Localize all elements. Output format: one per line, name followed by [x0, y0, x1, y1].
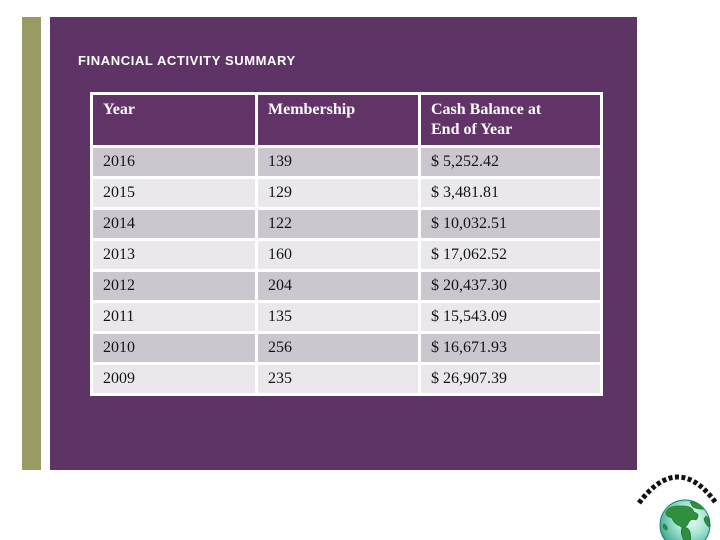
- page-title: FINANCIAL ACTIVITY SUMMARY: [78, 53, 296, 68]
- table-cell: 2015: [90, 176, 258, 210]
- logo-arc-text: [637, 474, 719, 505]
- table-row: 2012 204 $ 20,437.30: [90, 269, 603, 303]
- table-cell: $ 17,062.52: [418, 238, 603, 272]
- table-cell: 235: [255, 362, 421, 396]
- slide-panel: FINANCIAL ACTIVITY SUMMARY Year Membershi…: [50, 17, 637, 470]
- table-row: 2016 139 $ 5,252.42: [90, 145, 603, 179]
- table-cell: 256: [255, 331, 421, 365]
- table-row: 2011 135 $ 15,543.09: [90, 300, 603, 334]
- table-cell: $ 26,907.39: [418, 362, 603, 396]
- table-cell: 122: [255, 207, 421, 241]
- table-cell: 204: [255, 269, 421, 303]
- table-body: 2016 139 $ 5,252.42 2015 129 $ 3,481.81 2014 12…: [90, 145, 603, 396]
- table-cell: 139: [255, 145, 421, 179]
- table-cell: 135: [255, 300, 421, 334]
- table-cell: $ 10,032.51: [418, 207, 603, 241]
- table-cell: 2010: [90, 331, 258, 365]
- table-header-cell: Membership: [255, 92, 421, 148]
- table-cell: 2009: [90, 362, 258, 396]
- table-cell: 2013: [90, 238, 258, 272]
- table-cell: 2012: [90, 269, 258, 303]
- table-cell: $ 15,543.09: [418, 300, 603, 334]
- table-cell: 129: [255, 176, 421, 210]
- globe-logo: [637, 474, 719, 540]
- table-header: Year Membership Cash Balance at End of Yea…: [90, 92, 603, 148]
- table-cell: 160: [255, 238, 421, 272]
- table-row: 2009 235 $ 26,907.39: [90, 362, 603, 396]
- table-cell: $ 16,671.93: [418, 331, 603, 365]
- table-cell: 2016: [90, 145, 258, 179]
- table-row: 2014 122 $ 10,032.51: [90, 207, 603, 241]
- table-cell: 2011: [90, 300, 258, 334]
- table-header-row: Year Membership Cash Balance at End of Yea…: [90, 92, 603, 148]
- table-row: 2015 129 $ 3,481.81: [90, 176, 603, 210]
- table-header-cell: Year: [90, 92, 258, 148]
- table-cell: $ 20,437.30: [418, 269, 603, 303]
- table-cell: $ 3,481.81: [418, 176, 603, 210]
- table-row: 2013 160 $ 17,062.52: [90, 238, 603, 272]
- accent-bar: [22, 17, 41, 470]
- financial-table: Year Membership Cash Balance at End of Yea…: [90, 92, 603, 396]
- table-row: 2010 256 $ 16,671.93: [90, 331, 603, 365]
- table-header-cell: Cash Balance at End of Year: [418, 92, 603, 148]
- table-cell: 2014: [90, 207, 258, 241]
- table-cell: $ 5,252.42: [418, 145, 603, 179]
